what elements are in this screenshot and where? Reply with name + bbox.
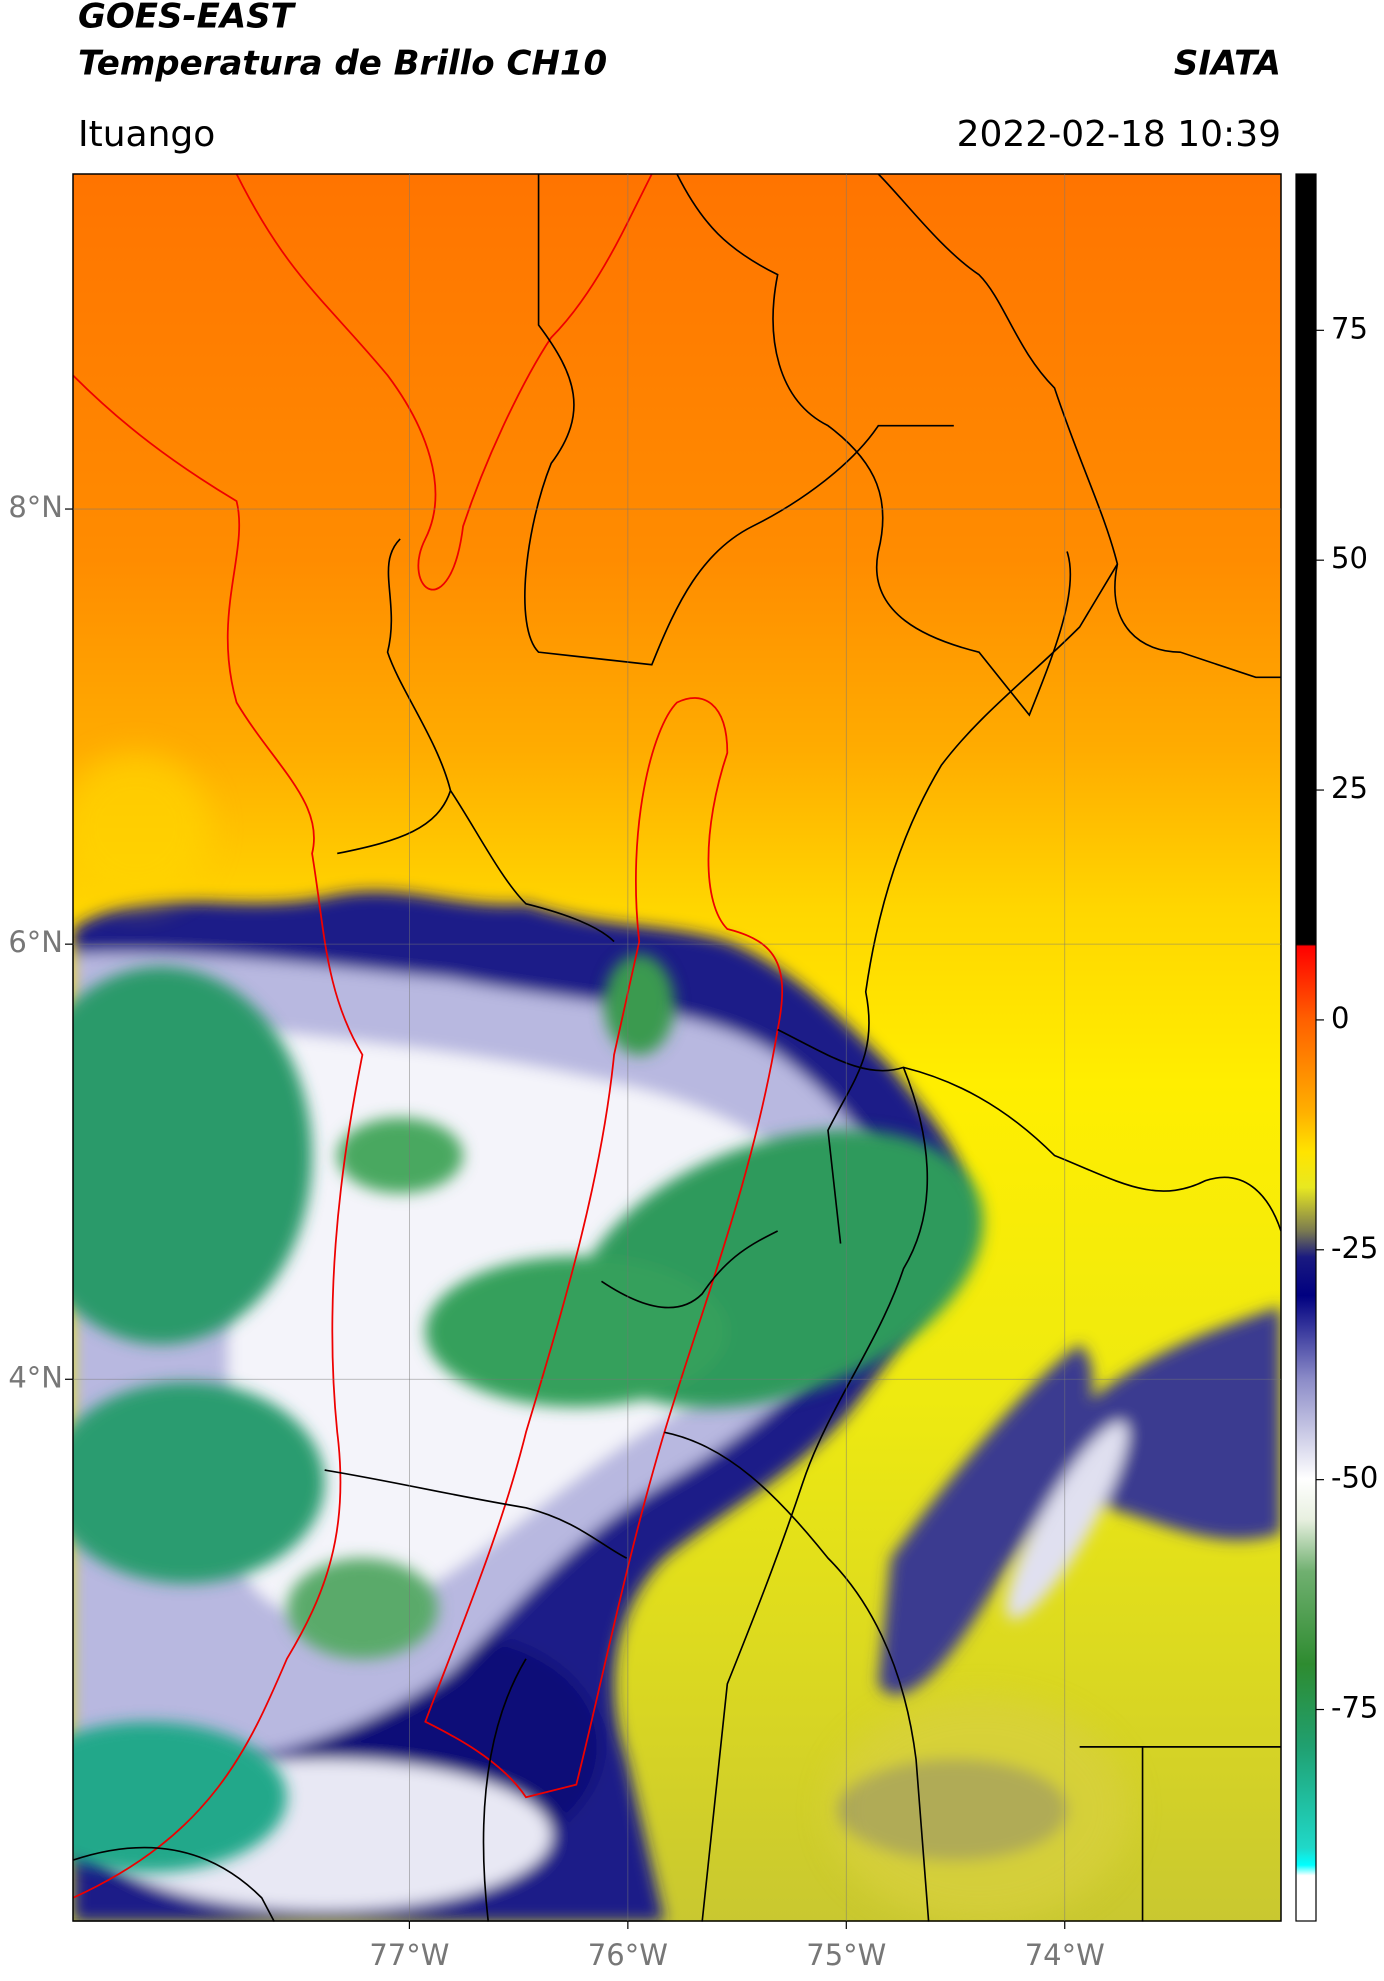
- colorbar-label: 0: [1331, 1001, 1349, 1035]
- colorbar-label: -50: [1331, 1461, 1378, 1495]
- x-tick-label: 77°W: [369, 1938, 449, 1972]
- y-tick-label: 4°N: [8, 1360, 63, 1394]
- ticks: 75 50 25 0 -25 -50 -75: [1316, 311, 1378, 1725]
- graticule: 77°W 76°W 75°W 74°W 8°N 6°N 4°N: [8, 174, 1281, 1972]
- x-tick-label: 76°W: [588, 1938, 668, 1972]
- colorbar-label: 75: [1331, 311, 1368, 345]
- colorbar-label: -75: [1331, 1691, 1378, 1725]
- x-tick-label: 74°W: [1025, 1938, 1105, 1972]
- y-tick-label: 6°N: [8, 925, 63, 959]
- location: Ituango: [78, 114, 215, 155]
- y-tick-label: 8°N: [8, 490, 63, 524]
- colorbar: [1295, 173, 1317, 1922]
- satellite-image: [73, 174, 1281, 1922]
- title: GOES-EAST: [78, 0, 297, 37]
- colorbar-label: 50: [1331, 541, 1368, 575]
- colorbar-label: 25: [1331, 771, 1368, 805]
- source: SIATA: [1174, 44, 1281, 84]
- x-tick-label: 75°W: [806, 1938, 886, 1972]
- subtitle: Temperatura de Brillo CH10: [78, 44, 607, 84]
- colorbar-label: -25: [1331, 1231, 1378, 1265]
- map-frame: [72, 173, 1282, 1922]
- datetime: 2022-02-18 10:39: [957, 114, 1281, 155]
